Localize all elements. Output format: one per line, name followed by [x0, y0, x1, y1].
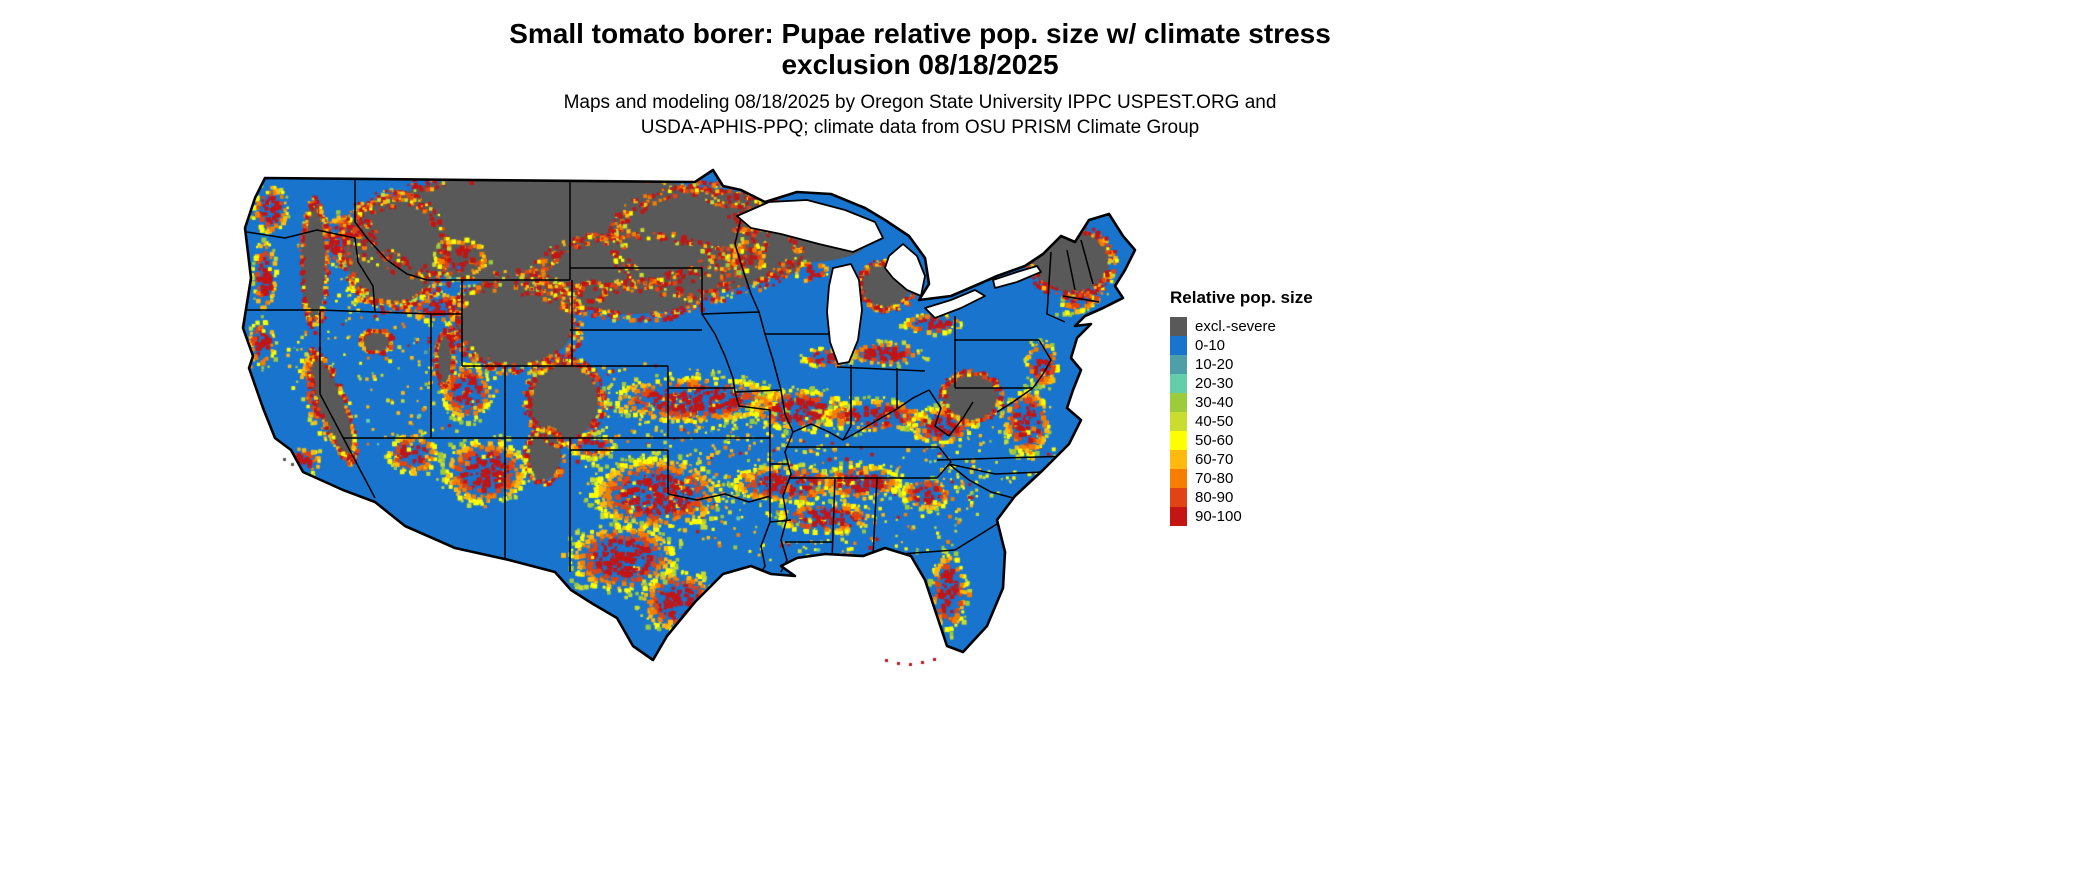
legend-row: 90-100	[1170, 507, 1313, 526]
us-map	[225, 162, 1155, 672]
legend-swatch	[1170, 469, 1187, 488]
legend-label: 90-100	[1195, 508, 1242, 525]
legend-label: 20-30	[1195, 375, 1234, 392]
legend-swatch	[1170, 431, 1187, 450]
great-lakes	[736, 199, 1042, 365]
legend-swatch	[1170, 450, 1187, 469]
figure-title: Small tomato borer: Pupae relative pop. …	[270, 18, 1570, 80]
lake-erie	[924, 289, 986, 319]
legend-label: 30-40	[1195, 394, 1234, 411]
figure-title-line1: Small tomato borer: Pupae relative pop. …	[509, 18, 1331, 49]
legend-label: 40-50	[1195, 413, 1234, 430]
figure-subtitle-line2: USDA-APHIS-PPQ; climate data from OSU PR…	[640, 117, 1200, 138]
legend-row: 10-20	[1170, 355, 1313, 374]
legend-swatch	[1170, 355, 1187, 374]
state-borders	[243, 178, 1100, 577]
legend-swatch	[1170, 488, 1187, 507]
figure-subtitle: Maps and modeling 08/18/2025 by Oregon S…	[270, 90, 1570, 140]
legend-label: 10-20	[1195, 356, 1234, 373]
legend-title: Relative pop. size	[1170, 288, 1313, 307]
legend-row: 50-60	[1170, 431, 1313, 450]
legend-row: excl.-severe	[1170, 317, 1313, 336]
us-outline	[241, 168, 1137, 662]
legend-row: 40-50	[1170, 412, 1313, 431]
legend-swatch	[1170, 412, 1187, 431]
legend-label: 70-80	[1195, 470, 1234, 487]
figure-title-line2: exclusion 08/18/2025	[781, 49, 1059, 80]
legend-row: 20-30	[1170, 374, 1313, 393]
lake-michigan	[826, 263, 863, 365]
lake-huron	[884, 243, 926, 297]
legend-label: excl.-severe	[1195, 318, 1276, 335]
legend-label: 80-90	[1195, 489, 1234, 506]
legend-row: 0-10	[1170, 336, 1313, 355]
legend-swatch	[1170, 317, 1187, 336]
legend-swatch	[1170, 336, 1187, 355]
legend-swatch	[1170, 393, 1187, 412]
legend-row: 70-80	[1170, 469, 1313, 488]
map-borders	[241, 168, 1137, 662]
map-legend: Relative pop. size excl.-severe 0-10 10-20…	[1170, 288, 1313, 526]
figure-subtitle-line1: Maps and modeling 08/18/2025 by Oregon S…	[563, 92, 1277, 113]
legend-label: 50-60	[1195, 432, 1234, 449]
legend-row: 80-90	[1170, 488, 1313, 507]
legend-row: 30-40	[1170, 393, 1313, 412]
legend-label: 60-70	[1195, 451, 1234, 468]
lake-superior	[736, 199, 884, 253]
legend-label: 0-10	[1195, 337, 1226, 354]
legend-swatch	[1170, 374, 1187, 393]
legend-swatch	[1170, 507, 1187, 526]
lake-ontario	[992, 265, 1042, 289]
map-raster	[225, 162, 1155, 672]
legend-rows: excl.-severe 0-10 10-20 20-30 30-40 40-50 50-6…	[1170, 317, 1313, 526]
legend-row: 60-70	[1170, 450, 1313, 469]
